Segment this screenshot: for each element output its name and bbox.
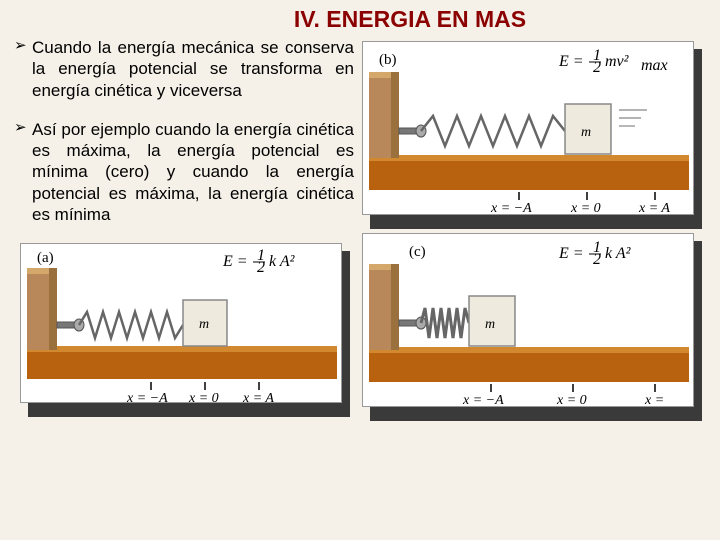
figure-c-svg: m (c) E = 1 2 k A² x = −A x = 0 x = xyxy=(363,234,695,408)
figure-c: m (c) E = 1 2 k A² x = −A x = 0 x = xyxy=(362,233,694,407)
figure-b-svg: m (b) E = 1 2 mv² max xyxy=(363,42,695,216)
mass-label-c: m xyxy=(485,317,495,332)
text-column: Cuando la energía mecánica se conserva l… xyxy=(14,37,354,419)
mass-label-a: m xyxy=(199,317,209,332)
equation-b-frac2: 2 xyxy=(593,59,601,76)
figure-a-label: (a) xyxy=(37,250,54,266)
axis-a-zero: x = 0 xyxy=(188,391,219,404)
slide-title: IV. ENERGIA EN MAS xyxy=(114,6,706,33)
equation-c: E = xyxy=(558,245,584,262)
figure-a: m (a) E = 1 2 k A² x = −A xyxy=(20,243,342,403)
equation-b: E = xyxy=(558,53,584,70)
mass-label-b: m xyxy=(581,125,591,140)
axis-a-neg: x = −A xyxy=(126,391,168,404)
axis-c-zero: x = 0 xyxy=(556,393,587,408)
figure-b-container: m (b) E = 1 2 mv² max xyxy=(362,41,700,227)
axis-b-zero: x = 0 xyxy=(570,201,601,216)
axis-b-pos: x = A xyxy=(638,201,670,216)
axis-a-pos: x = A xyxy=(242,391,274,404)
axis-b-neg: x = −A xyxy=(490,201,532,216)
axis-c-pos: x = xyxy=(644,393,664,408)
axis-c-neg: x = −A xyxy=(462,393,504,408)
equation-c-frac2: 2 xyxy=(593,251,601,268)
figures-column: m (b) E = 1 2 mv² max xyxy=(362,37,702,419)
bullet-2: Así por ejemplo cuando la energía cinéti… xyxy=(14,119,354,225)
figure-a-svg: m (a) E = 1 2 k A² x = −A xyxy=(21,244,343,404)
equation-a-rest: k A² xyxy=(269,253,296,270)
equation-a-frac2: 2 xyxy=(257,259,265,276)
content-area: Cuando la energía mecánica se conserva l… xyxy=(14,37,706,419)
equation-c-rest: k A² xyxy=(605,245,632,262)
figure-a-container: m (a) E = 1 2 k A² x = −A xyxy=(20,243,348,415)
bullet-1: Cuando la energía mecánica se conserva l… xyxy=(14,37,354,101)
equation-b-rest: mv² xyxy=(605,53,630,70)
figure-b: m (b) E = 1 2 mv² max xyxy=(362,41,694,215)
figure-c-container: m (c) E = 1 2 k A² x = −A x = 0 x = xyxy=(362,233,700,419)
figure-c-label: (c) xyxy=(409,244,426,260)
equation-a: E = xyxy=(222,253,248,270)
figure-b-label: (b) xyxy=(379,52,397,68)
equation-b-sub: max xyxy=(641,57,668,74)
